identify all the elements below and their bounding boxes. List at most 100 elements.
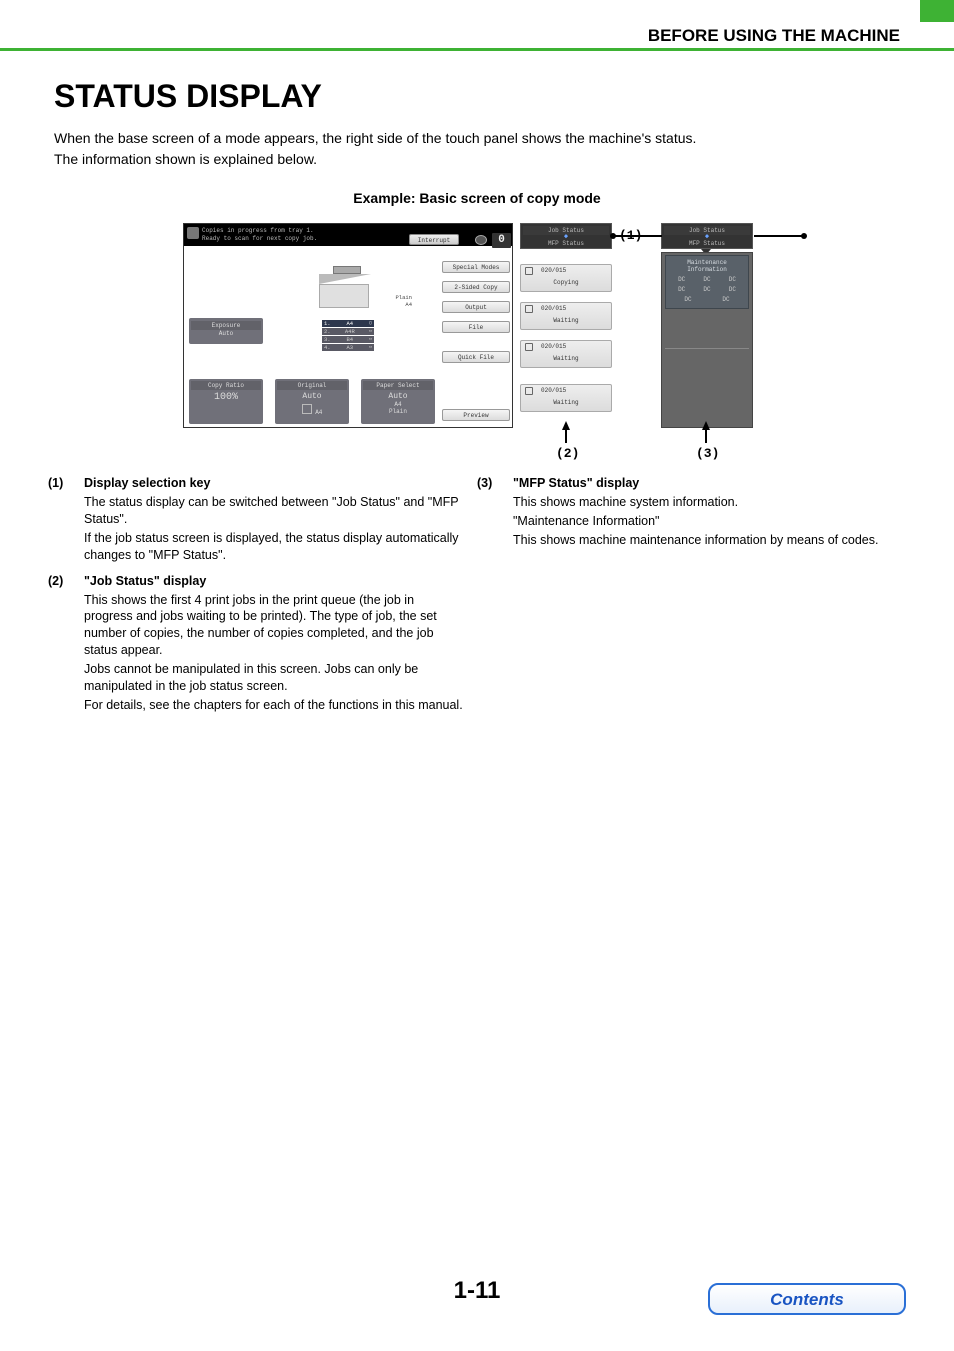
explanations: (1) Display selection key The status dis…: [48, 476, 906, 724]
machine-illustration: [319, 266, 385, 316]
mfp-status-tab: MFP Status: [521, 240, 611, 247]
two-sided-copy-button[interactable]: 2-Sided Copy: [442, 281, 510, 293]
header-line-1: Copies in progress from tray 1.: [202, 227, 314, 234]
item-1-p1: The status display can be switched betwe…: [84, 494, 463, 528]
job-icon: [525, 387, 533, 395]
explanations-right: (3) "MFP Status" display This shows mach…: [477, 476, 906, 724]
paper-info: Plain A4: [384, 294, 412, 308]
item-2-p3: For details, see the chapters for each o…: [84, 697, 463, 714]
maintenance-card: Maintenance Information DC DC DC DC DC D…: [665, 255, 749, 309]
recall-icon[interactable]: [475, 235, 487, 245]
copy-counter: 0: [492, 233, 511, 248]
item-3-p3: This shows machine maintenance informati…: [513, 532, 892, 549]
arrow-2: [562, 421, 570, 430]
interrupt-button[interactable]: Interrupt: [409, 234, 459, 245]
item-1-p2: If the job status screen is displayed, t…: [84, 530, 463, 564]
job-2-status: Waiting: [521, 317, 611, 324]
output-button[interactable]: Output: [442, 301, 510, 313]
tray-list: 1.A4▯ 2.A4R▭ 3.B4▭ 4.A3▭: [322, 320, 374, 352]
special-modes-button[interactable]: Special Modes: [442, 261, 510, 273]
paper-select-sub2: Plain: [389, 408, 407, 415]
item-2-p1: This shows the first 4 print jobs in the…: [84, 592, 463, 660]
paper-type: Plain: [395, 294, 412, 301]
job-status-header[interactable]: Job Status ◆ MFP Status: [520, 223, 612, 249]
job-3-status: Waiting: [521, 355, 611, 362]
callout-2-label: (2): [556, 446, 579, 461]
item-2-num: (2): [48, 574, 84, 716]
lead-1b: [754, 235, 803, 237]
mfp-status-column: Job Status ◆ MFP Status Maintenance Info…: [661, 223, 753, 428]
tray-3-size: B4: [346, 336, 353, 343]
mfp-status-tab-2: MFP Status: [662, 240, 752, 247]
item-1-title: Display selection key: [84, 476, 463, 490]
callout-dot-1r: [801, 233, 807, 239]
exposure-value: Auto: [219, 330, 233, 337]
job-row-3: 020/015 Waiting: [520, 340, 612, 368]
original-value: Auto: [275, 392, 349, 401]
item-3-title: "MFP Status" display: [513, 476, 892, 490]
code-6: DC: [729, 286, 736, 293]
tray-2-size: A4R: [345, 328, 355, 335]
code-8: DC: [722, 296, 729, 303]
exposure-button[interactable]: Exposure Auto: [189, 318, 263, 344]
code-4: DC: [678, 286, 685, 293]
code-5: DC: [703, 286, 710, 293]
intro-text: When the base screen of a mode appears, …: [54, 128, 900, 170]
file-button[interactable]: File: [442, 321, 510, 333]
item-1: (1) Display selection key The status dis…: [48, 476, 463, 566]
copy-mode-panel: Copies in progress from tray 1. Ready to…: [183, 223, 513, 428]
code-1: DC: [678, 276, 685, 283]
section-header: BEFORE USING THE MACHINE: [0, 22, 954, 51]
original-button[interactable]: Original Auto A4: [275, 379, 349, 424]
paper-select-value: Auto: [361, 392, 435, 401]
job-icon: [525, 267, 533, 275]
intro-line-1: When the base screen of a mode appears, …: [54, 130, 696, 146]
job-status-column: Job Status ◆ MFP Status 020/015 Copying …: [520, 223, 612, 428]
mfp-status-header[interactable]: Job Status ◆ MFP Status: [661, 223, 753, 249]
item-3: (3) "MFP Status" display This shows mach…: [477, 476, 892, 551]
copy-ratio-label: Copy Ratio: [191, 381, 261, 390]
page-title: STATUS DISPLAY: [54, 78, 322, 115]
job-4-status: Waiting: [521, 399, 611, 406]
copy-ratio-button[interactable]: Copy Ratio 100%: [189, 379, 263, 424]
quick-file-button[interactable]: Quick File: [442, 351, 510, 363]
item-3-p1: This shows machine system information.: [513, 494, 892, 511]
paper-select-button[interactable]: Paper Select Auto A4 Plain: [361, 379, 435, 424]
item-2: (2) "Job Status" display This shows the …: [48, 574, 463, 716]
code-7: DC: [684, 296, 691, 303]
job-row-2: 020/015 Waiting: [520, 302, 612, 330]
tray-4-size: A3: [346, 344, 353, 351]
bottom-row: Copy Ratio 100% Original Auto A4 Paper S…: [189, 379, 510, 429]
paper-size: A4: [405, 301, 412, 308]
tray-1-size: A4: [346, 320, 353, 327]
callout-1-label: (1): [619, 228, 642, 243]
item-3-num: (3): [477, 476, 513, 551]
item-3-p2: "Maintenance Information": [513, 513, 892, 530]
contents-button[interactable]: Contents: [708, 1283, 906, 1315]
item-2-p2: Jobs cannot be manipulated in this scree…: [84, 661, 463, 695]
copy-ratio-value: 100%: [189, 392, 263, 403]
copier-icon: [187, 227, 199, 239]
code-2: DC: [703, 276, 710, 283]
lead-3: [705, 429, 707, 443]
example-caption: Example: Basic screen of copy mode: [0, 190, 954, 206]
explanations-left: (1) Display selection key The status dis…: [48, 476, 477, 724]
callout-3-label: (3): [696, 446, 719, 461]
item-2-title: "Job Status" display: [84, 574, 463, 588]
maint-title-1: Maintenance: [669, 259, 745, 266]
exposure-label: Exposure: [191, 321, 261, 330]
maint-title-2: Information: [669, 266, 745, 273]
intro-line-2: The information shown is explained below…: [54, 151, 317, 167]
job-1-status: Copying: [521, 279, 611, 286]
original-label: Original: [277, 381, 347, 390]
original-sub: A4: [315, 409, 322, 416]
code-3: DC: [729, 276, 736, 283]
job-2-id: 020/015: [541, 305, 566, 312]
job-3-id: 020/015: [541, 343, 566, 350]
divider: [665, 348, 749, 349]
job-row-1: 020/015 Copying: [520, 264, 612, 292]
example-screenshot: Copies in progress from tray 1. Ready to…: [183, 216, 813, 428]
section-header-text: BEFORE USING THE MACHINE: [648, 26, 900, 45]
job-icon: [525, 305, 533, 313]
header-line-2: Ready to scan for next copy job.: [202, 235, 317, 242]
